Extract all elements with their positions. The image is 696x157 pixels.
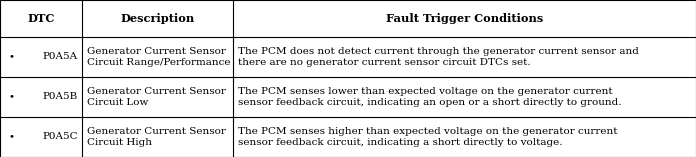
Text: The PCM senses higher than expected voltage on the generator current
sensor feed: The PCM senses higher than expected volt… — [238, 127, 617, 147]
Text: The PCM does not detect current through the generator current sensor and
there a: The PCM does not detect current through … — [238, 47, 639, 67]
Text: P0A5A: P0A5A — [42, 52, 77, 61]
Text: The PCM senses lower than expected voltage on the generator current
sensor feedb: The PCM senses lower than expected volta… — [238, 87, 622, 107]
Text: •: • — [8, 92, 15, 101]
Text: P0A5B: P0A5B — [42, 92, 77, 101]
Text: •: • — [8, 133, 15, 141]
Text: Generator Current Sensor
Circuit High: Generator Current Sensor Circuit High — [86, 127, 226, 147]
Text: Description: Description — [120, 13, 195, 24]
Text: P0A5C: P0A5C — [42, 133, 77, 141]
Text: Generator Current Sensor
Circuit Range/Performance: Generator Current Sensor Circuit Range/P… — [86, 47, 230, 67]
Text: DTC: DTC — [27, 13, 54, 24]
Text: •: • — [8, 52, 15, 61]
Text: Fault Trigger Conditions: Fault Trigger Conditions — [386, 13, 543, 24]
Text: Generator Current Sensor
Circuit Low: Generator Current Sensor Circuit Low — [86, 87, 226, 107]
